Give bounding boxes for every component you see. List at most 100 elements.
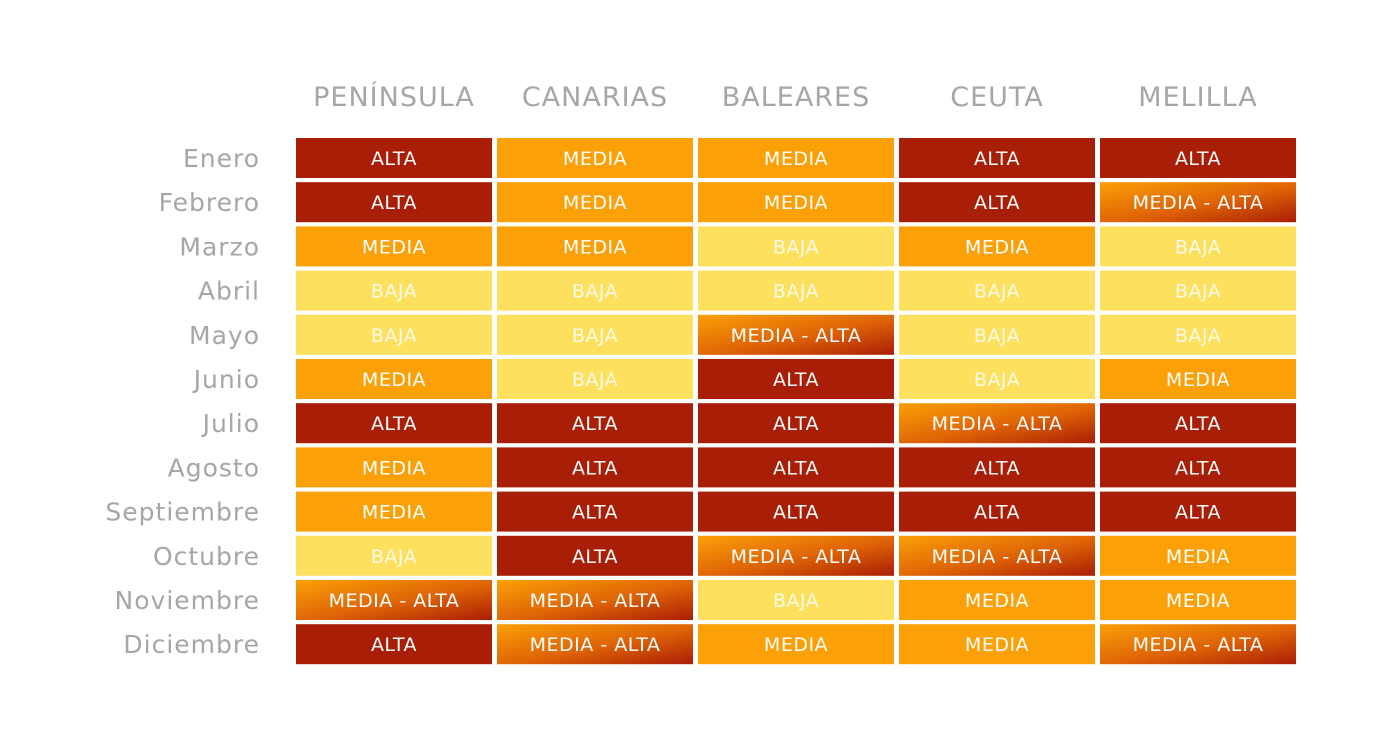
cell-julio-ceuta xyxy=(899,403,1095,444)
cell-label-mayo-ceuta: BAJA xyxy=(974,325,1020,347)
cell-label-junio-canarias: BAJA xyxy=(572,369,618,391)
cell-label-agosto-ceuta: ALTA xyxy=(974,457,1020,479)
row-label-julio: Julio xyxy=(201,409,260,438)
cell-agosto-canarias xyxy=(497,447,693,488)
cell-label-febrero-baleares: MEDIA xyxy=(764,192,828,214)
row-label-febrero: Febrero xyxy=(159,188,260,217)
cell-junio-baleares xyxy=(698,359,894,399)
cell-label-febrero-ceuta: ALTA xyxy=(974,192,1020,214)
cell-septiembre-peninsula xyxy=(296,491,492,532)
cell-label-diciembre-peninsula: ALTA xyxy=(371,634,417,656)
row-label-noviembre: Noviembre xyxy=(115,586,260,615)
cell-septiembre-melilla xyxy=(1100,491,1296,532)
cell-label-septiembre-canarias: ALTA xyxy=(572,502,618,524)
row-labels: Enero Febrero Marzo Abril Mayo Junio Julio Agos… xyxy=(105,144,260,659)
cell-label-mayo-melilla: BAJA xyxy=(1175,325,1221,347)
cell-label-octubre-melilla: MEDIA xyxy=(1166,546,1230,568)
cell-label-marzo-canarias: MEDIA xyxy=(563,236,627,258)
row-label-mayo: Mayo xyxy=(189,321,260,350)
cell-label-noviembre-melilla: MEDIA xyxy=(1166,590,1230,612)
cell-label-agosto-melilla: ALTA xyxy=(1175,457,1221,479)
row-label-septiembre: Septiembre xyxy=(105,498,260,527)
cell-marzo-baleares xyxy=(698,226,894,267)
cell-diciembre-baleares xyxy=(698,624,894,665)
cell-label-julio-baleares: ALTA xyxy=(773,413,819,435)
cell-label-diciembre-melilla: MEDIA - ALTA xyxy=(1133,634,1264,656)
cell-label-febrero-canarias: MEDIA xyxy=(563,192,627,214)
column-header-baleares: BALEARES xyxy=(722,82,871,113)
cell-label-diciembre-ceuta: MEDIA xyxy=(965,634,1029,656)
cell-label-octubre-peninsula: BAJA xyxy=(371,546,417,568)
cell-label-enero-canarias: MEDIA xyxy=(563,148,627,170)
cell-octubre-peninsula xyxy=(296,535,492,576)
cell-label-mayo-canarias: BAJA xyxy=(572,325,618,347)
cell-label-julio-peninsula: ALTA xyxy=(371,413,417,435)
column-header-peninsula: PENÍNSULA xyxy=(313,81,475,113)
cell-febrero-canarias xyxy=(497,182,693,223)
cell-julio-melilla xyxy=(1100,403,1296,444)
row-label-diciembre: Diciembre xyxy=(123,630,260,659)
cell-label-abril-melilla: BAJA xyxy=(1175,281,1221,303)
row-label-abril: Abril xyxy=(198,277,260,306)
cell-label-abril-canarias: BAJA xyxy=(572,281,618,303)
cell-marzo-ceuta xyxy=(899,226,1095,267)
cell-mayo-melilla xyxy=(1100,314,1296,355)
cell-noviembre-melilla xyxy=(1100,580,1296,620)
cell-mayo-canarias xyxy=(497,314,693,355)
cell-label-septiembre-ceuta: ALTA xyxy=(974,502,1020,524)
cell-label-julio-ceuta: MEDIA - ALTA xyxy=(932,413,1063,435)
cell-junio-peninsula xyxy=(296,359,492,399)
cell-abril-peninsula xyxy=(296,270,492,311)
cell-diciembre-ceuta xyxy=(899,624,1095,665)
row-label-marzo: Marzo xyxy=(179,232,260,261)
cell-diciembre-peninsula xyxy=(296,624,492,665)
cell-junio-ceuta xyxy=(899,359,1095,399)
cell-enero-canarias xyxy=(497,138,693,178)
cell-octubre-melilla xyxy=(1100,535,1296,576)
cell-noviembre-ceuta xyxy=(899,580,1095,620)
cell-label-junio-melilla: MEDIA xyxy=(1166,369,1230,391)
cell-enero-baleares xyxy=(698,138,894,178)
cell-noviembre-peninsula xyxy=(296,580,492,620)
cell-label-mayo-baleares: MEDIA - ALTA xyxy=(731,325,862,347)
row-label-agosto: Agosto xyxy=(168,453,260,482)
cell-label-septiembre-baleares: ALTA xyxy=(773,502,819,524)
cell-label-noviembre-peninsula: MEDIA - ALTA xyxy=(329,590,460,612)
cell-label-septiembre-peninsula: MEDIA xyxy=(362,502,426,524)
cell-noviembre-baleares xyxy=(698,580,894,620)
cell-label-diciembre-baleares: MEDIA xyxy=(764,634,828,656)
cell-enero-melilla xyxy=(1100,138,1296,178)
cell-febrero-baleares xyxy=(698,182,894,223)
cell-agosto-baleares xyxy=(698,447,894,488)
cell-febrero-melilla xyxy=(1100,182,1296,223)
row-label-octubre: Octubre xyxy=(153,542,260,571)
column-headers: PENÍNSULA CANARIAS BALEARES CEUTA MELILLA xyxy=(313,81,1258,113)
cell-mayo-baleares xyxy=(698,314,894,355)
cell-abril-ceuta xyxy=(899,270,1095,311)
cell-julio-canarias xyxy=(497,403,693,444)
cell-junio-canarias xyxy=(497,359,693,399)
cell-diciembre-melilla xyxy=(1100,624,1296,665)
cell-label-junio-baleares: ALTA xyxy=(773,369,819,391)
cell-abril-melilla xyxy=(1100,270,1296,311)
cell-enero-ceuta xyxy=(899,138,1095,178)
cell-agosto-peninsula xyxy=(296,447,492,488)
cell-label-marzo-baleares: BAJA xyxy=(773,236,819,258)
cell-abril-baleares xyxy=(698,270,894,311)
cell-mayo-ceuta xyxy=(899,314,1095,355)
column-header-melilla: MELILLA xyxy=(1138,82,1258,113)
cell-label-octubre-ceuta: MEDIA - ALTA xyxy=(932,546,1063,568)
cell-label-abril-baleares: BAJA xyxy=(773,281,819,303)
cell-octubre-baleares xyxy=(698,535,894,576)
cell-junio-melilla xyxy=(1100,359,1296,399)
cell-noviembre-canarias xyxy=(497,580,693,620)
cell-febrero-peninsula xyxy=(296,182,492,223)
cell-label-agosto-baleares: ALTA xyxy=(773,457,819,479)
cell-agosto-ceuta xyxy=(899,447,1095,488)
cell-label-julio-melilla: ALTA xyxy=(1175,413,1221,435)
cell-mayo-peninsula xyxy=(296,314,492,355)
cell-marzo-peninsula xyxy=(296,226,492,267)
cell-marzo-canarias xyxy=(497,226,693,267)
cell-label-marzo-ceuta: MEDIA xyxy=(965,236,1029,258)
